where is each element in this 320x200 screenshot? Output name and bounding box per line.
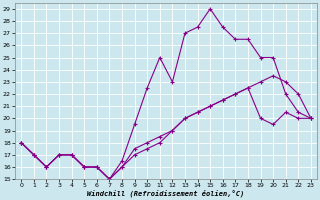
X-axis label: Windchill (Refroidissement éolien,°C): Windchill (Refroidissement éolien,°C) <box>87 190 245 197</box>
